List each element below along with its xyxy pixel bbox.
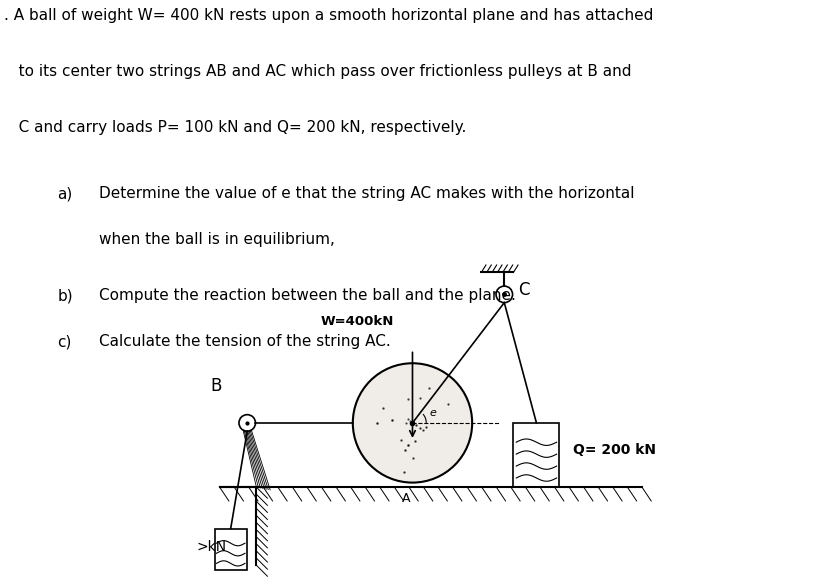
- Text: to its center two strings AB and AC which pass over frictionless pulleys at B an: to its center two strings AB and AC whic…: [4, 64, 632, 79]
- Text: W=400kN: W=400kN: [320, 316, 394, 328]
- Bar: [215, 529, 247, 570]
- Text: B: B: [211, 377, 222, 395]
- Text: Compute the reaction between the ball and the plane.: Compute the reaction between the ball an…: [99, 288, 515, 303]
- Text: C: C: [518, 281, 530, 299]
- Text: c): c): [57, 334, 72, 349]
- Circle shape: [353, 363, 472, 483]
- Bar: [514, 423, 559, 487]
- Text: e: e: [429, 408, 436, 418]
- Text: A: A: [402, 492, 410, 505]
- Text: b): b): [57, 288, 73, 303]
- Text: . A ball of weight W= 400 kN rests upon a smooth horizontal plane and has attach: . A ball of weight W= 400 kN rests upon …: [4, 8, 653, 23]
- Text: when the ball is in equilibrium,: when the ball is in equilibrium,: [99, 232, 334, 247]
- Text: C and carry loads P= 100 kN and Q= 200 kN, respectively.: C and carry loads P= 100 kN and Q= 200 k…: [4, 120, 466, 135]
- Text: Determine the value of e that the string AC makes with the horizontal: Determine the value of e that the string…: [99, 186, 634, 201]
- Text: Q= 200 kN: Q= 200 kN: [574, 444, 657, 457]
- Text: Calculate the tension of the string AC.: Calculate the tension of the string AC.: [99, 334, 390, 349]
- Text: a): a): [57, 186, 73, 201]
- Text: >kN: >kN: [197, 540, 227, 554]
